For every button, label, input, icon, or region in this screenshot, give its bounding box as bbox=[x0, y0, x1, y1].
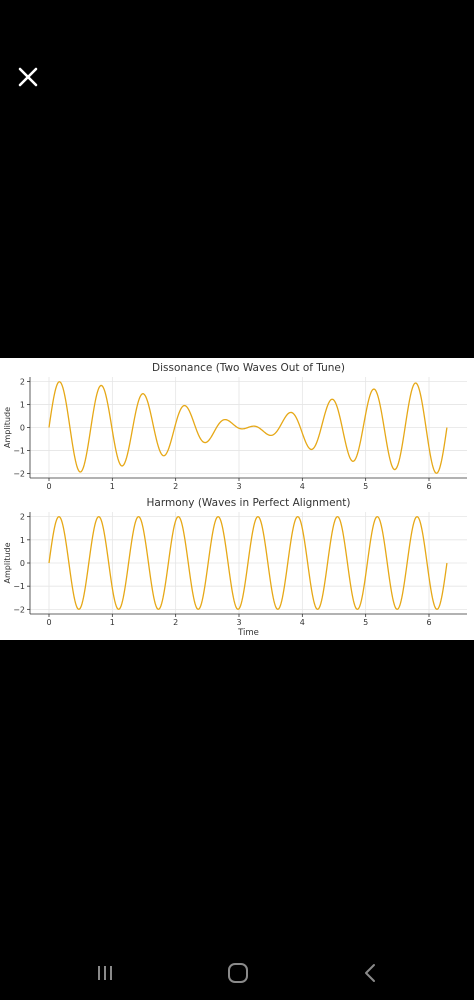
x-tick-label: 5 bbox=[363, 482, 368, 491]
x-tick-label: 6 bbox=[426, 618, 431, 627]
wave-series-line bbox=[48, 515, 448, 611]
x-tick-label: 5 bbox=[363, 618, 368, 627]
y-tick-label: 1 bbox=[20, 536, 25, 545]
x-tick-label: 1 bbox=[110, 618, 115, 627]
x-tick-label: 3 bbox=[236, 482, 241, 491]
chart-image: 0 1 2 3 4 5 6 −2 −1 0 1 2 Dissonance (Two Waves Out … bbox=[0, 358, 474, 640]
close-icon bbox=[18, 67, 38, 87]
x-tick-label: 0 bbox=[46, 618, 51, 627]
recent-apps-icon bbox=[98, 966, 112, 980]
home-button[interactable] bbox=[223, 960, 253, 986]
wave-series-line bbox=[48, 381, 448, 474]
system-navigation-bar bbox=[0, 950, 474, 996]
x-tick-label: 4 bbox=[300, 482, 305, 491]
x-tick-label: 4 bbox=[300, 618, 305, 627]
dissonance-subplot: 0 1 2 3 4 5 6 −2 −1 0 1 2 Dissonance (Two Waves Out … bbox=[3, 362, 467, 491]
x-tick-label: 2 bbox=[173, 482, 178, 491]
y-tick-label: −1 bbox=[13, 446, 25, 455]
y-tick-label: 1 bbox=[20, 401, 25, 410]
y-tick-label: 2 bbox=[20, 513, 25, 522]
home-icon bbox=[228, 963, 248, 983]
y-axis-label: Amplitude bbox=[3, 407, 12, 448]
x-tick-label: 2 bbox=[173, 618, 178, 627]
y-tick-label: 0 bbox=[20, 424, 25, 433]
y-tick-label: −2 bbox=[13, 605, 25, 614]
harmony-subplot: 0 1 2 3 4 5 6 −2 −1 0 1 2 Harmony (Waves in Perfect … bbox=[3, 497, 467, 638]
x-tick-label: 1 bbox=[110, 482, 115, 491]
x-tick-label: 3 bbox=[236, 618, 241, 627]
x-axis-label: Time bbox=[237, 628, 259, 638]
chart-figure: 0 1 2 3 4 5 6 −2 −1 0 1 2 Dissonance (Two Waves Out … bbox=[3, 362, 467, 638]
y-axis-label: Amplitude bbox=[3, 542, 12, 583]
y-tick-label: −2 bbox=[13, 469, 25, 478]
recent-apps-button[interactable] bbox=[91, 960, 121, 986]
back-icon bbox=[365, 964, 375, 982]
back-button[interactable] bbox=[356, 960, 386, 986]
y-tick-label: −1 bbox=[13, 582, 25, 591]
x-tick-label: 0 bbox=[46, 482, 51, 491]
chart-title: Harmony (Waves in Perfect Alignment) bbox=[147, 497, 351, 509]
chart-title: Dissonance (Two Waves Out of Tune) bbox=[152, 362, 345, 374]
y-tick-label: 0 bbox=[20, 559, 25, 568]
y-tick-label: 2 bbox=[20, 378, 25, 387]
x-tick-label: 6 bbox=[426, 482, 431, 491]
close-button[interactable] bbox=[14, 63, 42, 91]
